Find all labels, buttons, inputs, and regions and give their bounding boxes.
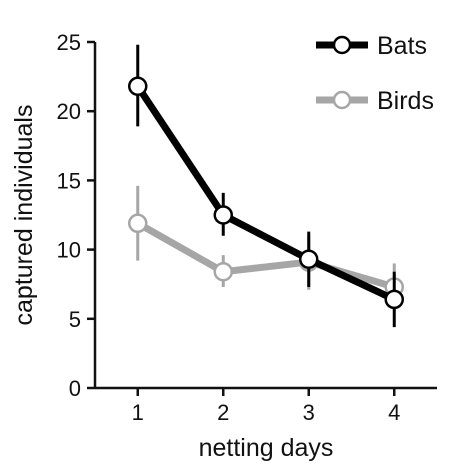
legend-label: Birds — [377, 87, 434, 115]
y-tick-label: 5 — [69, 307, 81, 332]
x-axis-title: netting days — [199, 434, 334, 462]
data-point — [384, 289, 404, 310]
legend-item-bats: Bats — [316, 32, 427, 60]
y-tick-label: 0 — [69, 376, 81, 401]
series-birds — [128, 185, 404, 311]
series-line — [134, 84, 396, 303]
y-axis-title: captured individuals — [10, 105, 38, 326]
data-point — [299, 249, 319, 270]
data-point — [213, 261, 233, 282]
x-tick-label: 4 — [388, 400, 400, 425]
legend: Bats Birds — [316, 32, 434, 115]
data-point — [213, 205, 233, 225]
data-point — [128, 213, 148, 234]
y-tick-label: 15 — [57, 168, 81, 193]
y-tick-label: 10 — [57, 238, 81, 263]
series-bats — [128, 44, 404, 328]
legend-marker — [332, 35, 352, 55]
legend-marker — [332, 90, 352, 110]
x-tick-label: 3 — [303, 400, 315, 425]
series-layer — [128, 44, 404, 328]
axes — [93, 42, 437, 390]
x-tick-label: 1 — [132, 400, 144, 425]
data-point — [128, 76, 148, 97]
legend-label: Bats — [377, 32, 427, 60]
ticks: 0 5 10 15 20 25 1 2 3 4 — [57, 30, 401, 425]
y-tick-label: 20 — [57, 99, 81, 124]
series-line — [136, 220, 396, 291]
x-tick-label: 2 — [217, 400, 229, 425]
y-tick-label: 25 — [57, 30, 81, 55]
legend-item-birds: Birds — [316, 87, 434, 115]
